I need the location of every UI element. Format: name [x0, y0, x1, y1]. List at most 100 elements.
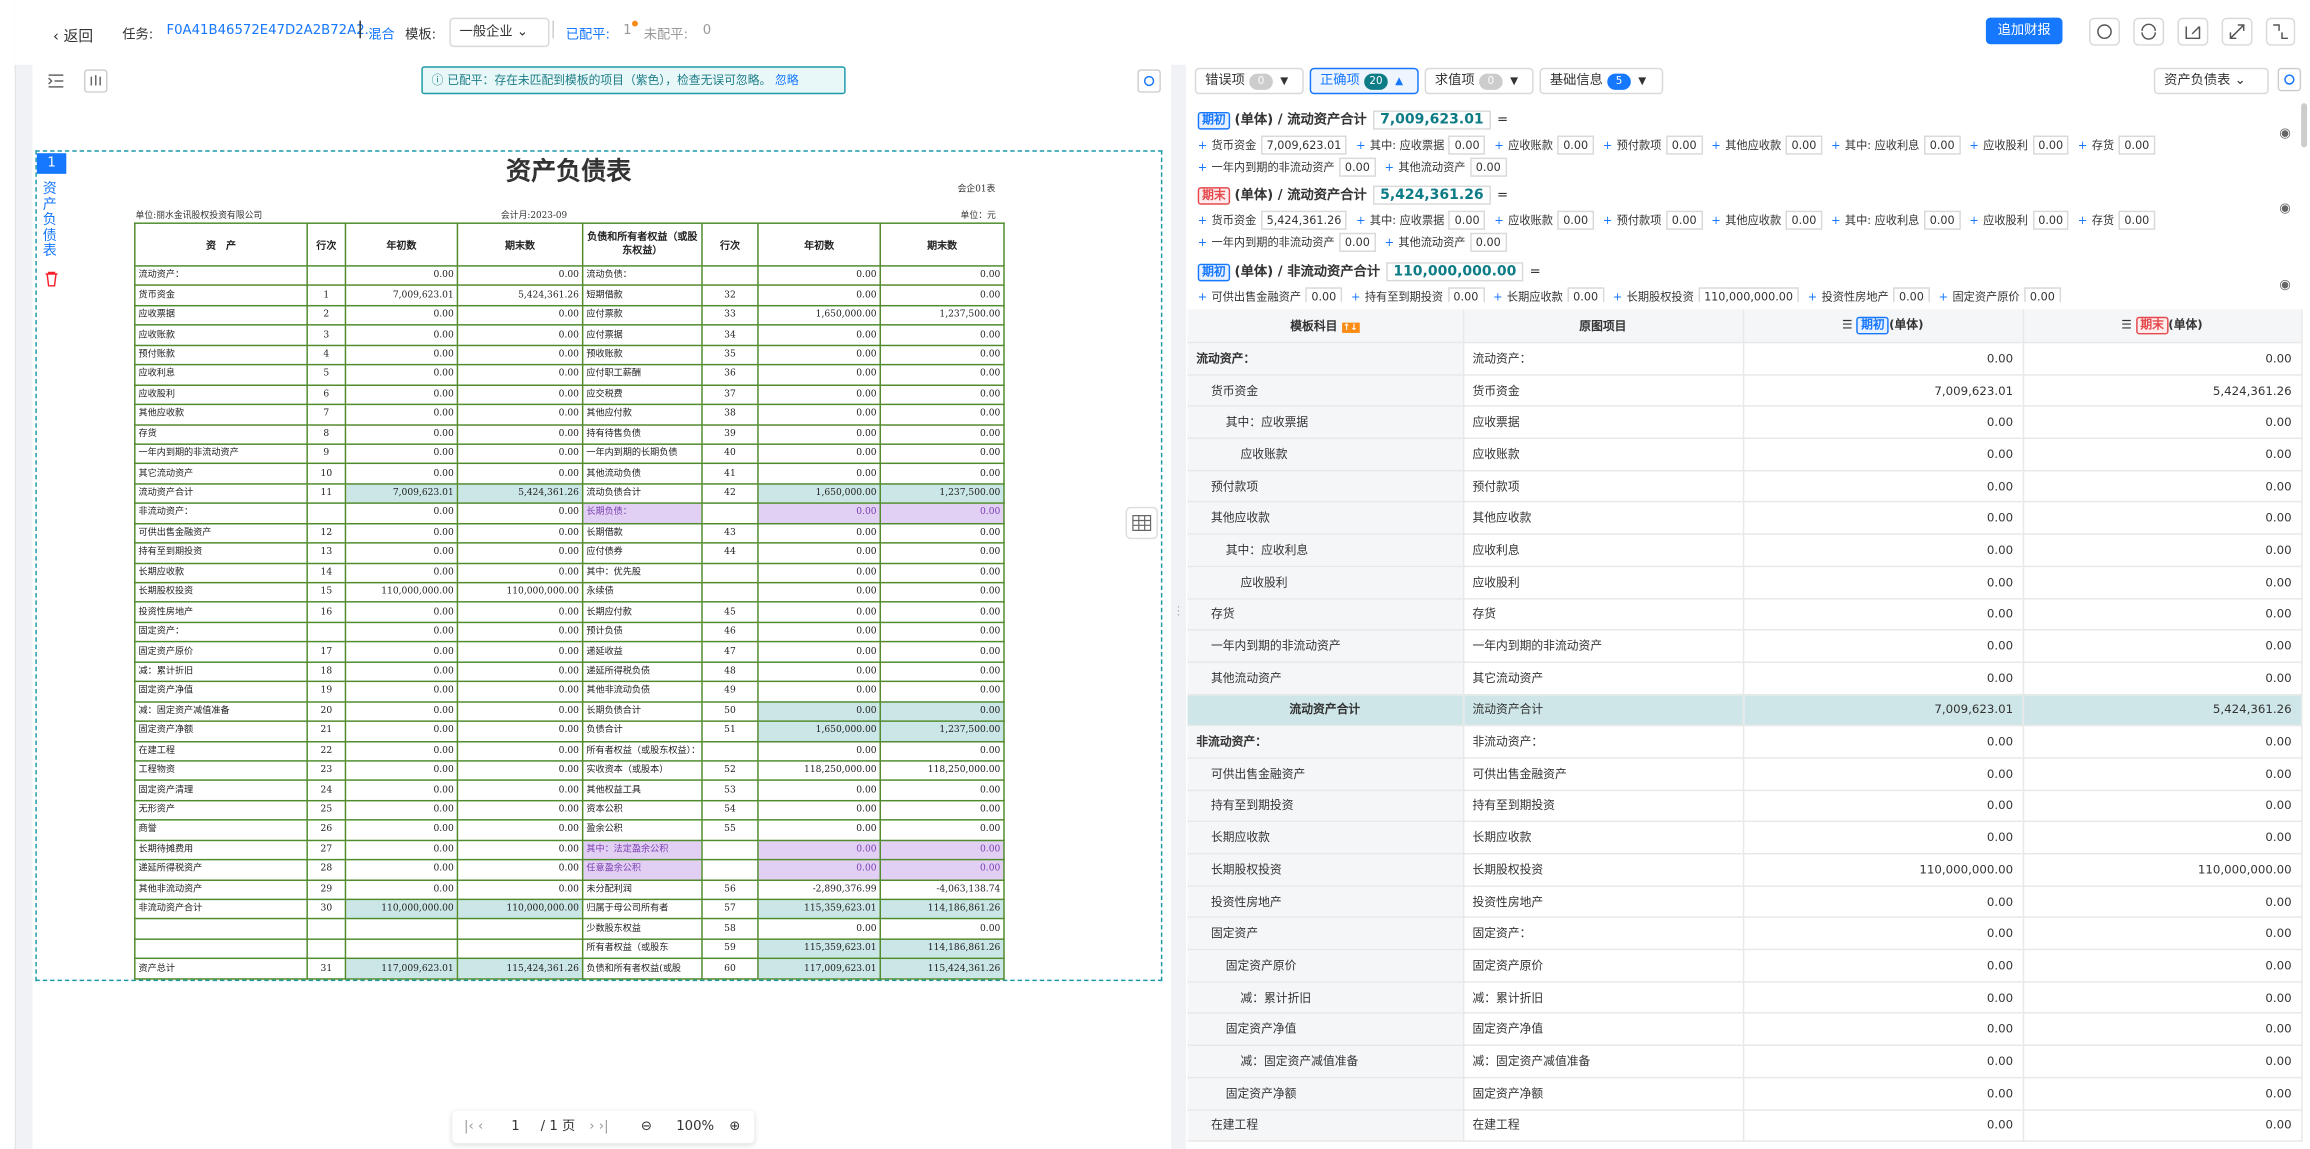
doc-cell: [701, 265, 759, 287]
formula-tag: 期初: [1197, 111, 1231, 130]
toggle-visibility[interactable]: ◉: [2279, 201, 2291, 217]
doc-cell: 0.00: [757, 324, 881, 346]
doc-cell: 固定资产原价: [134, 641, 308, 663]
end-cell: 0.00: [2022, 566, 2302, 599]
doc-cell: 其中：法定盈余公积: [581, 839, 703, 861]
unbalanced-count: 0: [702, 23, 712, 39]
doc-cell: 37: [701, 383, 759, 406]
mapping-row: 投资性房地产 投资性房地产 0.00 0.00: [1187, 885, 2302, 919]
sheet-select[interactable]: 资产负债表 ⌄: [2153, 67, 2269, 95]
term-value: 0.00: [2118, 135, 2156, 155]
sort-icon[interactable]: ↑↓: [1341, 321, 1360, 333]
delete-icon[interactable]: [44, 271, 59, 287]
filter-button[interactable]: 错误项 0 ▼: [1194, 67, 1304, 95]
term-value: 0.00: [1665, 135, 1703, 155]
template-cell: 非流动资产：: [1187, 725, 1464, 759]
doc-cell: 0.00: [757, 799, 881, 821]
doc-row: 商誉 26 0.00 0.00 盈余公积 55 0.00 0.00: [134, 819, 1005, 841]
formula-term: + 一年内到期的非流动资产 0.00: [1198, 232, 1376, 252]
doc-table: 资 产行次 年初数 期末数 负债和所有者权益（或股东权益） 行次 年初数 期末数 流动资产：…: [134, 222, 1005, 980]
expand-icon[interactable]: [2265, 17, 2296, 46]
term-operator: +: [1938, 290, 1949, 303]
page-badge[interactable]: 1: [36, 153, 67, 174]
doc-header-cell: 行次: [306, 222, 347, 267]
template-cell: 一年内到期的非流动资产: [1187, 630, 1464, 663]
begin-cell: 7,009,623.01: [1742, 693, 2024, 727]
doc-cell: 0.00: [344, 403, 459, 426]
splitter[interactable]: ⋮: [1172, 604, 1185, 618]
term-operator: +: [1494, 138, 1504, 152]
filter-button[interactable]: 求值项 0 ▼: [1424, 67, 1534, 95]
term-value: 0.00: [1448, 210, 1486, 230]
formula-term: + 预付款项 0.00: [1603, 135, 1703, 155]
zoom-out[interactable]: ⊖: [640, 1119, 652, 1135]
append-button[interactable]: 追加财报: [1985, 17, 2063, 45]
doc-cell: 58: [701, 918, 759, 940]
doc-cell: 0.00: [344, 720, 459, 742]
formula-card: 期末 (单体) / 流动资产合计 5,424,361.26 = + 货币资金 5,424,3…: [1197, 184, 2291, 255]
refresh-icon[interactable]: [2133, 17, 2165, 46]
doc-cell: 28: [306, 859, 347, 881]
doc-cell: 0.00: [879, 819, 1005, 841]
term-value: 0.00: [1785, 210, 1823, 230]
filter-button[interactable]: 基础信息 5 ▼: [1539, 67, 1664, 95]
origin-cell: 减：固定资产减值准备: [1462, 1045, 1744, 1079]
fullscreen-icon[interactable]: [2221, 17, 2253, 46]
doc-cell: 56: [701, 878, 759, 901]
origin-cell: 应收账款: [1462, 438, 1744, 472]
doc-cell: 0.00: [344, 779, 459, 802]
begin-cell: 0.00: [1742, 917, 2024, 951]
task-id[interactable]: F0A41B46572E47D2A2B72A2...: [166, 23, 378, 39]
doc-cell: 23: [306, 760, 347, 782]
doc-cell: 0.00: [344, 819, 459, 841]
term-value: 0.00: [1557, 135, 1595, 155]
period: 会计月:2023-09: [500, 210, 568, 221]
term-value: 0.00: [1557, 210, 1595, 230]
table-toggle-icon[interactable]: [1125, 506, 1158, 540]
formula-total: 5,424,361.26: [1372, 185, 1492, 205]
origin-cell: 持有至到期投资: [1462, 789, 1744, 823]
pager-next[interactable]: › ›|: [589, 1119, 609, 1135]
doc-cell: 0.00: [344, 522, 459, 544]
toggle-visibility[interactable]: ◉: [2279, 126, 2291, 142]
unit: 单位：元: [960, 210, 996, 221]
doc-cell: 0.00: [757, 779, 881, 802]
term-operator: +: [1197, 213, 1208, 227]
term-operator: +: [1351, 290, 1361, 303]
doc-row: 其它流动资产 10 0.00 0.00 其他流动负债 41 0.00 0.00: [134, 463, 1005, 485]
term-operator: +: [1356, 213, 1366, 227]
template-cell: 固定资产净额: [1187, 1077, 1464, 1111]
toggle-visibility[interactable]: ◉: [2279, 278, 2291, 294]
ignore-link[interactable]: 忽略: [775, 73, 799, 87]
doc-cell: 0.00: [456, 522, 584, 544]
filter-count: 0: [1479, 73, 1503, 90]
back-button[interactable]: ‹ 返回: [53, 29, 94, 46]
formula-card: 期初 (单体) / 非流动资产合计 110,000,000.00 = + 可供出售金融资产…: [1197, 261, 2291, 303]
panel-settings-icon[interactable]: [2277, 67, 2302, 92]
header-unit: (单体): [1889, 318, 1924, 332]
doc-cell: 0.00: [456, 443, 584, 465]
pager-prev[interactable]: |‹ ‹: [464, 1119, 484, 1135]
doc-cell: 少数股东权益: [581, 918, 703, 940]
mode: 混合: [368, 27, 395, 43]
doc-cell: 0.00: [456, 799, 584, 821]
company: 单位:丽水金讯股权投资有限公司: [135, 210, 263, 221]
export-icon[interactable]: [2177, 17, 2209, 46]
doc-cell: 0.00: [879, 680, 1005, 703]
term-operator: +: [1493, 290, 1503, 303]
doc-cell: [344, 938, 459, 960]
history-icon[interactable]: [2089, 17, 2120, 46]
doc-cell: 25: [306, 799, 347, 821]
doc-cell: 115,359,623.01: [757, 898, 881, 920]
doc-cell: 0.00: [344, 463, 459, 485]
doc-cell: 52: [701, 760, 759, 782]
settings-icon[interactable]: [1137, 69, 1161, 93]
filter-button[interactable]: 正确项 20 ▲: [1309, 67, 1419, 95]
pager-current[interactable]: 1: [511, 1119, 520, 1135]
doc-cell: 110,000,000.00: [344, 898, 459, 920]
formula-head: 期初 (单体) / 非流动资产合计 110,000,000.00 =: [1197, 261, 2288, 283]
doc-cell: 0.00: [456, 344, 584, 366]
zoom-in[interactable]: ⊕: [729, 1119, 741, 1135]
template-select[interactable]: 一般企业 ⌄: [449, 17, 550, 48]
doc-cell: 46: [701, 621, 759, 643]
